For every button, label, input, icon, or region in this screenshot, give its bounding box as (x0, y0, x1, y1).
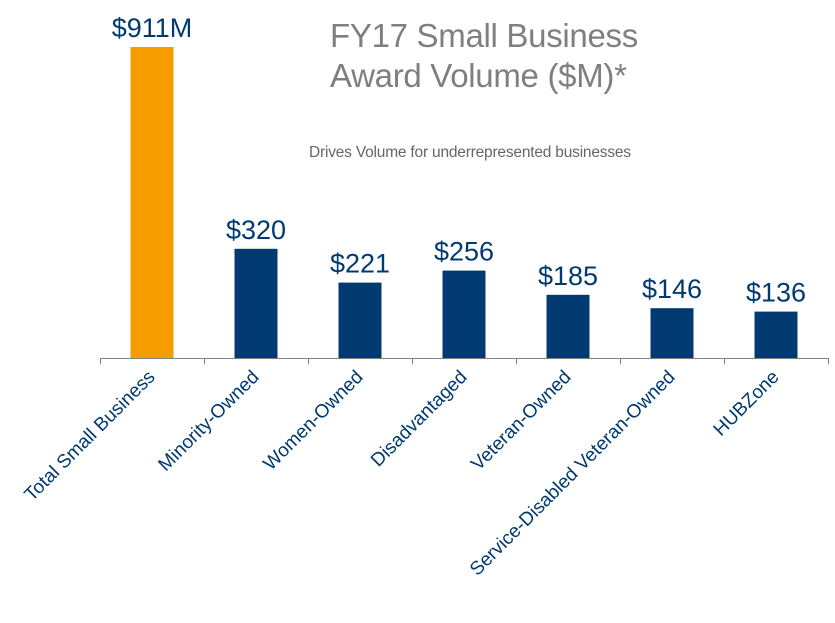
x-axis (100, 358, 829, 364)
bar-total-small-business (130, 47, 174, 358)
data-label: $136 (746, 278, 806, 308)
data-label: $146 (642, 274, 702, 304)
data-label: $911M (112, 13, 193, 43)
data-label: $221 (330, 249, 390, 279)
x-tick-label: Women-Owned (260, 367, 368, 475)
bar-women-owned (338, 282, 382, 358)
chart-title-line-1: FY17 Small Business (330, 17, 638, 54)
bar-disadvantaged (442, 270, 486, 358)
data-label-group: $911M $320 $221 $256 $185 $146 $136 (112, 13, 806, 308)
chart-title-line-2: Award Volume ($M)* (330, 57, 627, 94)
x-tick-label: Minority-Owned (155, 367, 264, 476)
chart-subtitle: Drives Volume for underrepresented busin… (309, 144, 631, 161)
x-tick-label: HUBZone (710, 367, 784, 441)
x-tick-label: Service-Disabled Veteran-Owned (466, 367, 679, 580)
bar-veteran-owned (546, 294, 590, 358)
x-tick-label: Veteran-Owned (467, 367, 575, 475)
bar-hubzone (754, 311, 798, 358)
bar-group (130, 47, 798, 358)
chart-title: FY17 Small Business Award Volume ($M)* (330, 16, 730, 96)
bar-service-disabled-veteran-owned (650, 308, 694, 358)
x-tick-label-group: Total Small BusinessMinority-OwnedWomen-… (21, 367, 784, 580)
data-label: $185 (538, 261, 598, 291)
data-label: $256 (434, 237, 494, 267)
bar-minority-owned (234, 248, 278, 358)
data-label: $320 (226, 215, 286, 245)
x-tick-label: Total Small Business (21, 367, 160, 506)
x-tick-label: Disadvantaged (367, 367, 471, 471)
